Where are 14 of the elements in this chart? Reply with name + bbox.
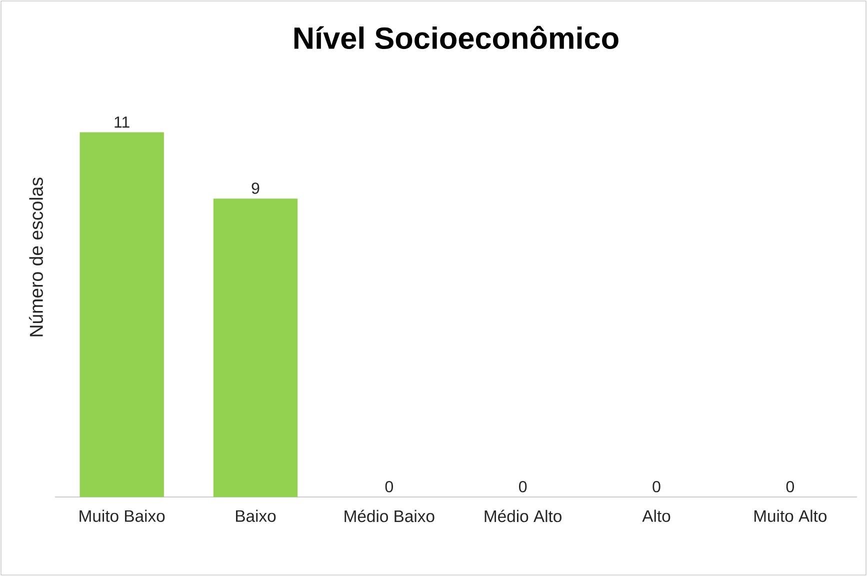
data-label: 0: [519, 480, 527, 492]
data-label: 0: [385, 480, 393, 492]
x-tick-label: Muito Baixo: [80, 510, 165, 522]
chart-title: Nível Socioeconômico: [294, 26, 618, 50]
x-tick-label: Médio Alto: [484, 510, 562, 522]
data-label: 0: [786, 480, 794, 492]
y-axis-title: Número de escolas: [29, 178, 43, 336]
x-tick-label: Baixo: [236, 510, 276, 522]
data-label: 9: [252, 182, 260, 194]
x-tick-label: Médio Baixo: [344, 510, 434, 522]
x-tick-label: Muito Alto: [754, 510, 826, 522]
data-label: 0: [652, 480, 660, 492]
x-tick-label: Alto: [642, 510, 670, 522]
data-label: 11: [114, 116, 130, 128]
